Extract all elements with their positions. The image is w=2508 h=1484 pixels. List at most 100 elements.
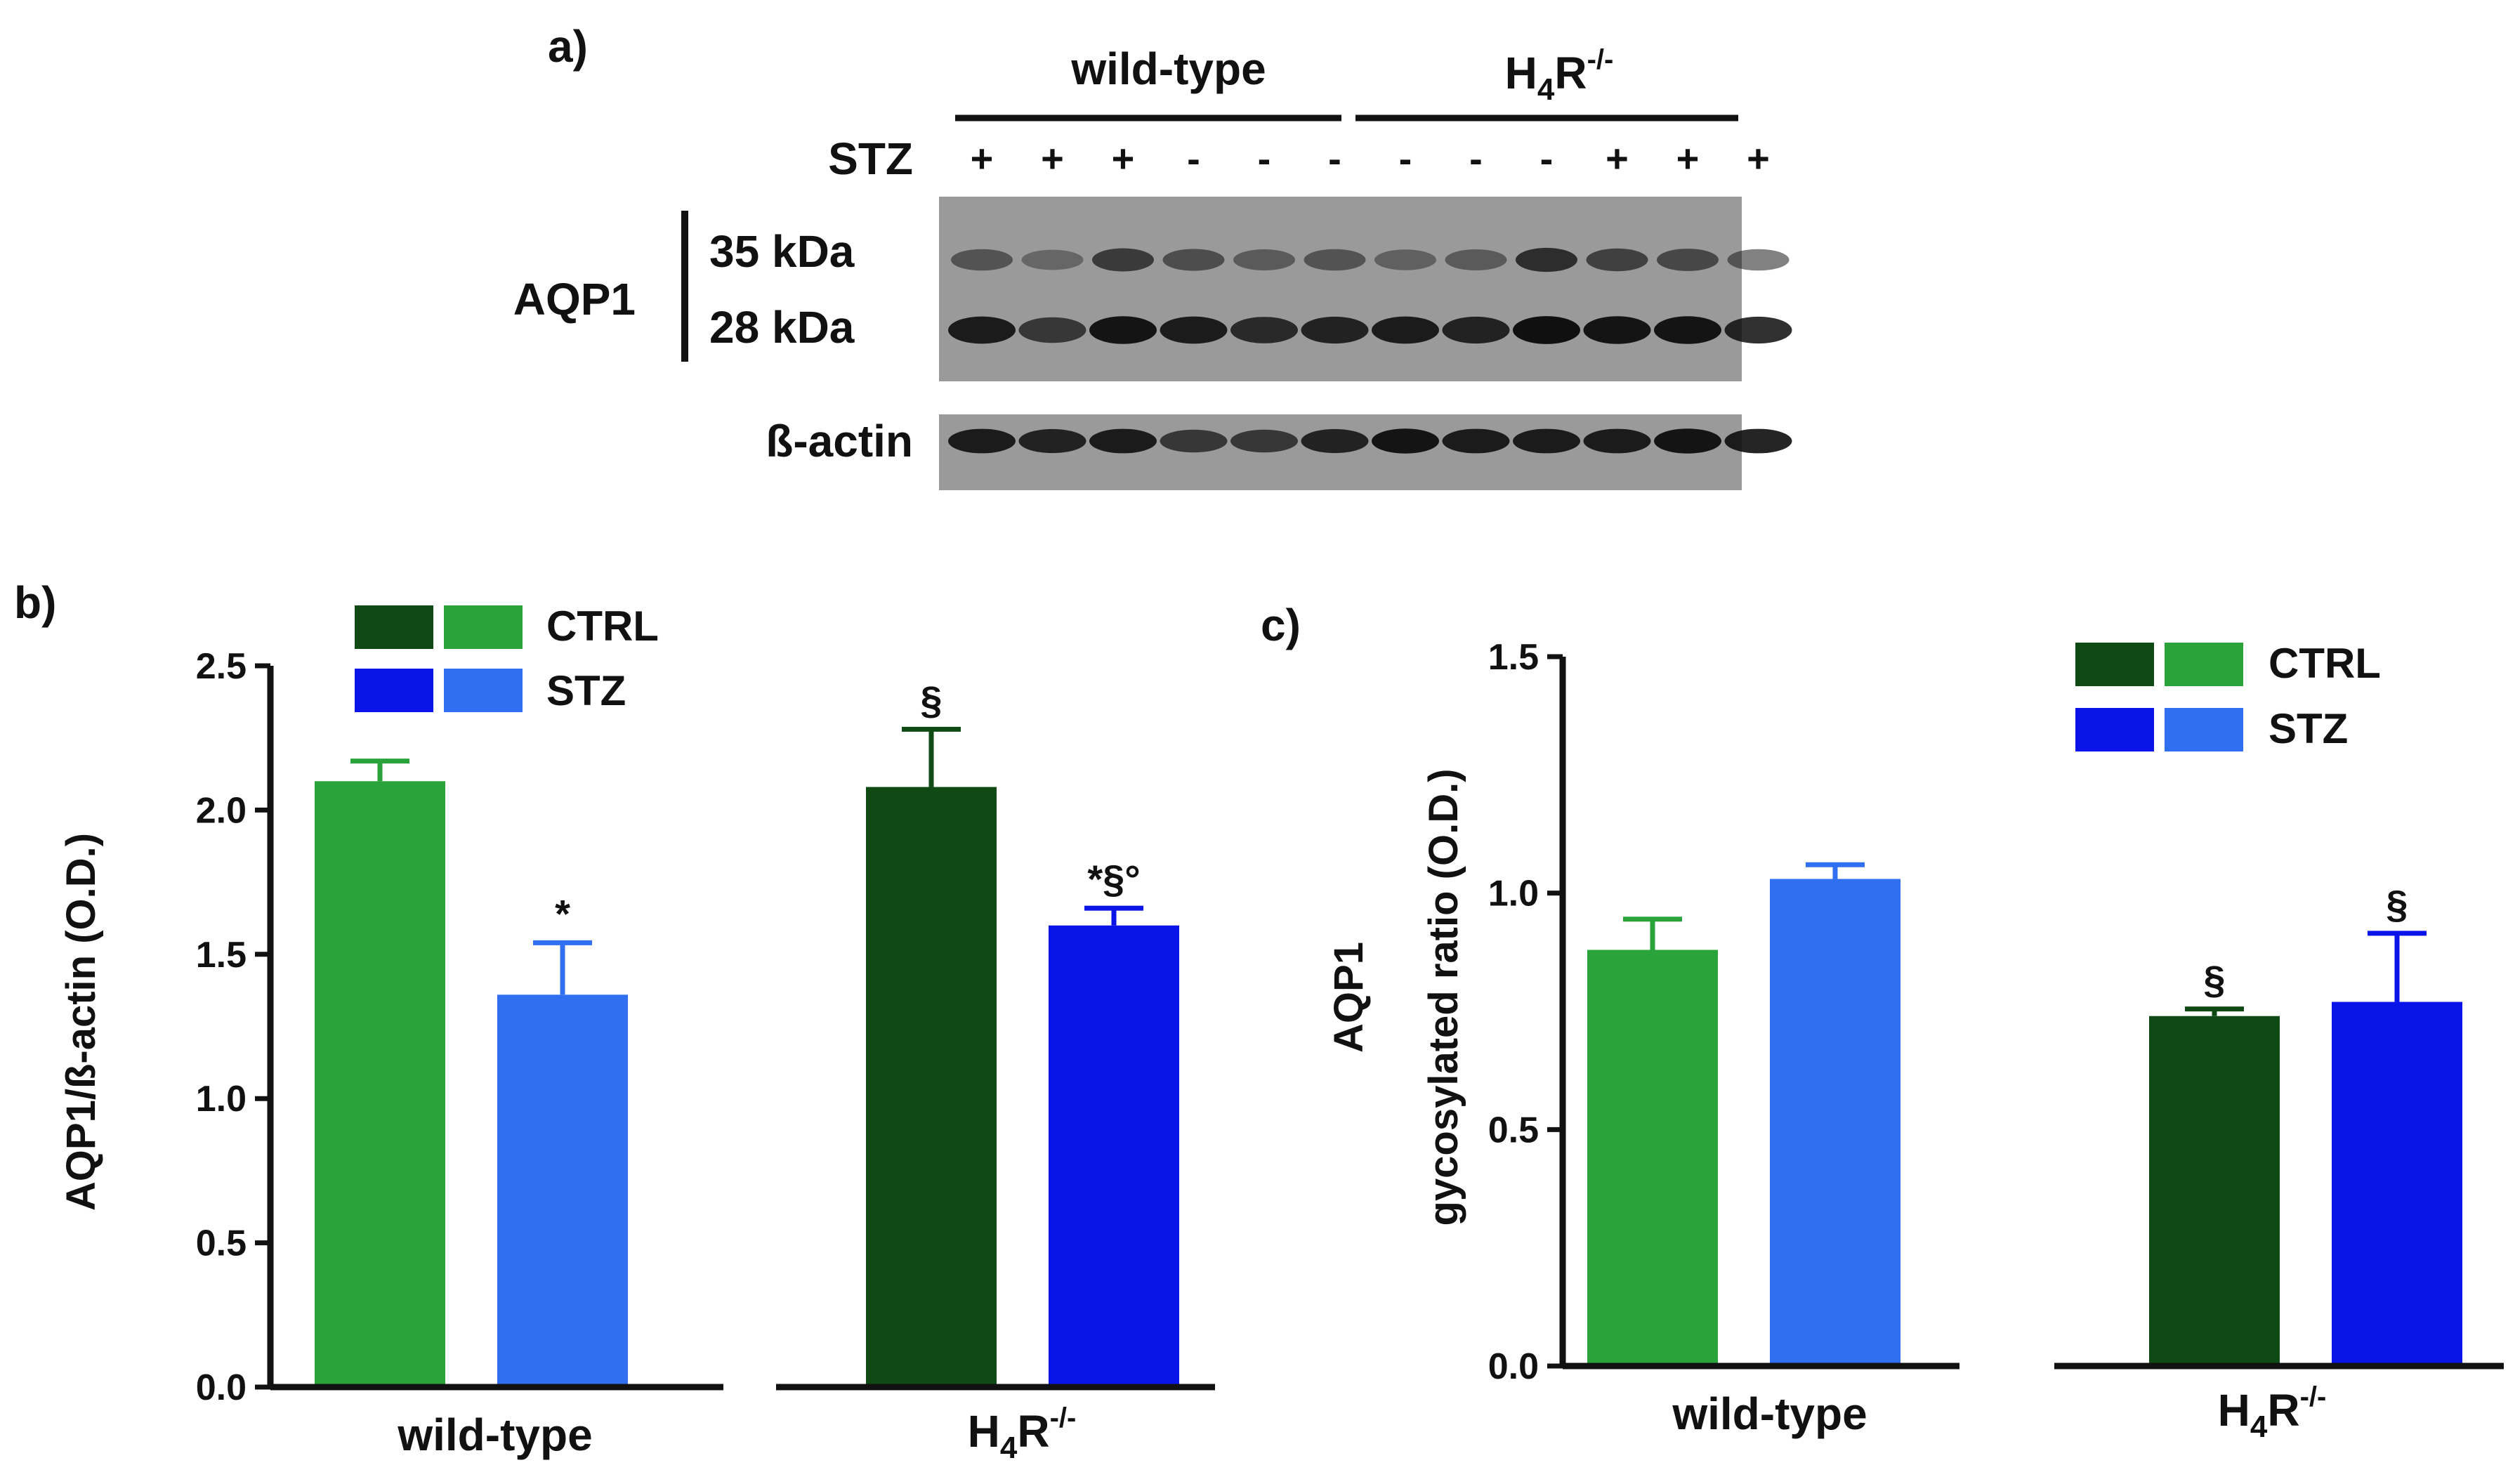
blot-stz-sign: - [1399, 136, 1412, 180]
blot-band-35kda [1657, 249, 1719, 271]
blot-band-28kda [1442, 316, 1510, 344]
blot-stz-sign: + [1041, 136, 1064, 180]
chart-c-bar [1587, 950, 1718, 1366]
blot-band-actin [1018, 428, 1086, 454]
blot-band-actin [1654, 428, 1721, 454]
blot-band-35kda [1092, 248, 1154, 272]
blot-band-35kda [1586, 248, 1648, 272]
chart-c-ytick-label: 0.5 [1488, 1110, 1539, 1150]
legend-b-ctrl-label: CTRL [546, 603, 659, 650]
blot-band-actin [1372, 428, 1439, 454]
blot-band-28kda [1513, 316, 1580, 344]
panel-b: b) CTRL STZ AQP1/ß-actin (O.D.) 0.0 0.5 1.… [14, 577, 1215, 1465]
blot-band-35kda [1021, 249, 1084, 270]
legend-c-stz-dark-swatch [2075, 708, 2154, 751]
blot-stz-signs: + + + - - - - - - + + + [971, 136, 1770, 180]
chart-c-bar [2332, 1002, 2462, 1366]
panel-b-label: b) [14, 577, 56, 628]
blot-band-28kda [1654, 316, 1721, 344]
blot-band-35kda [1162, 249, 1225, 271]
chart-b-annotation: * [555, 891, 570, 935]
panel-c-label: c) [1261, 600, 1301, 650]
chart-b-bar [1049, 925, 1179, 1387]
blot-protein-label: AQP1 [513, 274, 636, 324]
chart-b-bar [315, 781, 445, 1387]
blot-band-35kda [1516, 247, 1577, 272]
blot-band-28kda [1372, 316, 1439, 344]
chart-b: 0.0 0.5 1.0 1.5 2.0 2.5 * § *§° [196, 646, 1179, 1408]
chart-b-ytick-label: 0.5 [196, 1223, 247, 1264]
legend-b-stz-dark-swatch [355, 669, 433, 712]
chart-b-xlabel-wildtype: wild-type [397, 1410, 592, 1460]
blot-band-actin [1442, 428, 1510, 454]
chart-c-annotation: § [2386, 882, 2408, 926]
chart-b-annotation: § [920, 678, 942, 722]
blot-band-35kda [951, 249, 1013, 271]
blot-kda-lower: 28 kDa [709, 302, 855, 353]
blot-band-actin [1583, 428, 1651, 454]
blot-band-35kda [1233, 249, 1295, 270]
chart-b-ytick-label: 1.5 [196, 935, 247, 976]
blot-band-35kda [1727, 249, 1790, 271]
blot-band-actin [1513, 428, 1580, 454]
chart-c-xlabel-h4r: H4R-/- [2218, 1381, 2327, 1444]
blot-band-actin [1301, 428, 1369, 454]
legend-b-ctrl-light-swatch [444, 605, 523, 649]
legend-b-ctrl-dark-swatch [355, 605, 433, 649]
chart-b-annotation: *§° [1087, 857, 1140, 901]
legend-c-ctrl-dark-swatch [2075, 643, 2154, 686]
blot-band-actin [1160, 429, 1228, 453]
blot-band-28kda [1089, 316, 1157, 344]
blot-group-wildtype: wild-type [1070, 44, 1266, 94]
blot-stz-sign: - [1328, 136, 1341, 180]
blot-band-actin [1724, 428, 1792, 454]
chart-c-ylabel-line1: AQP1 [1326, 942, 1372, 1053]
legend-c-stz-light-swatch [2165, 708, 2243, 751]
chart-c: 0.0 0.5 1.0 1.5 § § [1488, 637, 2462, 1387]
chart-b-ytick-label: 0.0 [196, 1367, 247, 1408]
blot-stz-sign: - [1469, 136, 1483, 180]
blot-band-28kda [1230, 317, 1298, 343]
blot-stz-sign: + [1112, 136, 1135, 180]
legend-b-stz-light-swatch [444, 669, 523, 712]
panel-c: c) CTRL STZ AQP1 gycosylated ratio (O.D.… [1261, 600, 2504, 1444]
blot-stz-label: STZ [828, 133, 913, 184]
blot-band-28kda [1724, 316, 1792, 344]
chart-c-ytick-label: 0.0 [1488, 1346, 1539, 1387]
blot-band-28kda [948, 316, 1016, 344]
legend-c-ctrl-light-swatch [2165, 643, 2243, 686]
chart-b-ytick-label: 2.5 [196, 646, 247, 687]
blot-band-actin [948, 428, 1016, 454]
chart-c-bar [1770, 879, 1900, 1366]
blot-stz-sign: + [1676, 136, 1700, 180]
blot-band-35kda [1374, 249, 1436, 270]
blot-group-h4r: H4R-/- [1505, 44, 1614, 107]
blot-membrane-aqp1 [939, 197, 1742, 381]
chart-b-ytick-label: 2.0 [196, 790, 247, 831]
chart-c-ytick-label: 1.5 [1488, 637, 1539, 678]
blot-band-28kda [1301, 316, 1369, 344]
chart-c-annotation: § [2203, 958, 2225, 1002]
chart-b-bar [866, 787, 997, 1387]
chart-c-xlabel-wildtype: wild-type [1672, 1388, 1867, 1439]
blot-kda-upper: 35 kDa [709, 226, 855, 277]
blot-band-actin [1089, 428, 1157, 454]
chart-c-ylabel-line2: gycosylated ratio (O.D.) [1421, 768, 1466, 1226]
blot-stz-sign: - [1258, 136, 1271, 180]
blot-loading-label: ß-actin [766, 416, 913, 466]
chart-b-ytick-label: 1.0 [196, 1079, 247, 1119]
blot-band-35kda [1304, 249, 1366, 271]
chart-b-ylabel: AQP1/ß-actin (O.D.) [58, 833, 104, 1211]
blot-stz-sign: + [971, 136, 994, 180]
panel-a-label: a) [548, 21, 588, 72]
chart-b-bar [497, 994, 628, 1387]
chart-c-ytick-label: 1.0 [1488, 874, 1539, 914]
blot-band-28kda [1583, 316, 1651, 344]
blot-band-28kda [1018, 317, 1086, 343]
blot-stz-sign: - [1540, 136, 1554, 180]
legend-b-stz-label: STZ [546, 667, 626, 714]
chart-c-bar [2149, 1016, 2280, 1366]
blot-stz-sign: + [1606, 136, 1629, 180]
legend-c-ctrl-label: CTRL [2269, 640, 2381, 687]
